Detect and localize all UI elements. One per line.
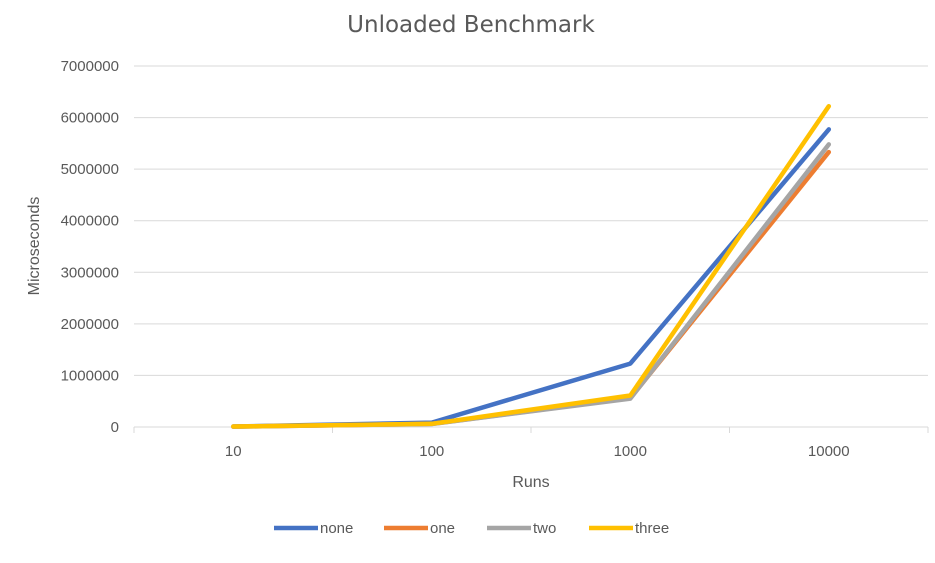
series-lines (231, 103, 832, 429)
y-tick-label: 3000000 (61, 264, 119, 281)
y-tick-label: 7000000 (61, 58, 119, 75)
series-line-two (231, 142, 832, 429)
x-axis-title: Runs (512, 474, 549, 491)
y-tick-label: 6000000 (61, 110, 119, 127)
y-axis-title: Microseconds (26, 197, 43, 296)
series-line-none (231, 127, 832, 429)
legend-label-three: three (635, 520, 669, 537)
y-tick-label: 1000000 (61, 367, 119, 384)
x-tick-label: 100 (419, 443, 444, 460)
series-line-three (231, 103, 832, 429)
y-tick-label: 0 (111, 419, 119, 436)
y-tick-label: 2000000 (61, 316, 119, 333)
legend-label-two: two (533, 520, 556, 537)
legend-label-one: one (430, 520, 455, 537)
y-tick-label: 4000000 (61, 213, 119, 230)
gridlines (134, 65, 928, 376)
x-tick-label: 10 (225, 443, 242, 460)
series-line-one (231, 149, 832, 429)
legend-label-none: none (320, 520, 353, 537)
x-tick-label: 1000 (614, 443, 647, 460)
y-tick-label: 5000000 (61, 161, 119, 178)
chart-title: Unloaded Benchmark (347, 12, 595, 38)
x-tick-label: 10000 (808, 443, 850, 460)
legend: none one two three (274, 520, 669, 537)
x-axis-tick-labels: 10 100 1000 10000 (225, 443, 850, 460)
y-axis-tick-labels: 0 1000000 2000000 3000000 4000000 5000000 6000… (61, 58, 119, 436)
